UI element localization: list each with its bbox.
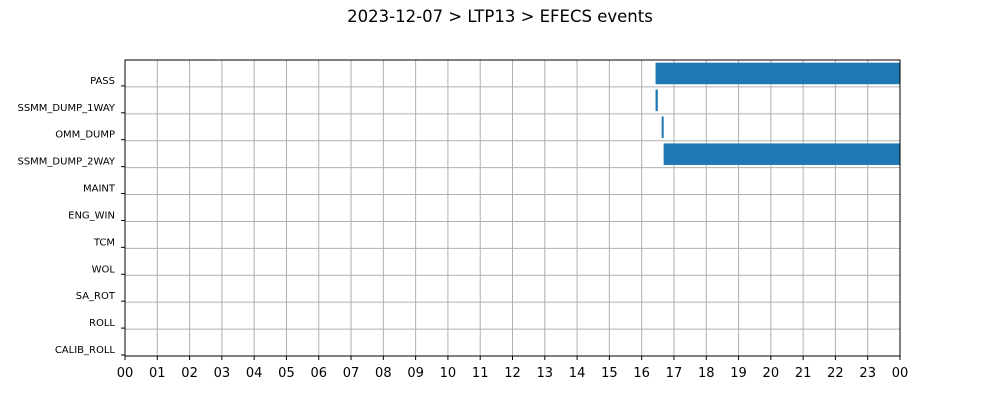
x-tick-label: 04 [246,366,263,381]
event-bar [661,116,664,139]
y-tick-label: SA_ROT [76,291,116,302]
x-tick-label: 13 [537,366,554,381]
x-tick-label: 12 [504,366,521,381]
x-tick-label: 09 [407,366,424,381]
x-tick-label: 05 [278,366,295,381]
y-tick-label: WOL [92,264,116,275]
y-tick-label: ROLL [89,318,115,329]
x-tick-label: 18 [698,366,715,381]
x-tick-label: 20 [763,366,780,381]
y-tick-label: CALIB_ROLL [55,345,116,356]
y-tick-label: MAINT [83,184,116,195]
y-tick-label: PASS [90,76,115,87]
x-tick-label: 02 [181,366,198,381]
x-tick-label: 00 [892,366,909,381]
x-axis-ticks: 00 01 02 03 04 05 06 07 08 09 10 11 12 13 14 15 16 17 18 19… [117,356,909,381]
x-tick-label: 22 [827,366,844,381]
event-bar [663,143,900,165]
x-tick-label: 01 [149,366,166,381]
x-tick-label: 17 [666,366,683,381]
y-tick-label: OMM_DUMP [55,130,115,141]
x-tick-label: 11 [472,366,489,381]
y-tick-label: SSMM_DUMP_2WAY [17,157,115,168]
y-tick-label: SSMM_DUMP_1WAY [17,103,115,114]
x-tick-label: 08 [375,366,392,381]
x-tick-label: 16 [633,366,650,381]
x-tick-label: 00 [117,366,134,381]
x-tick-label: 14 [569,366,586,381]
event-bar [655,62,900,85]
x-tick-label: 23 [859,366,876,381]
x-tick-label: 15 [601,366,618,381]
x-tick-label: 03 [214,366,231,381]
y-axis-ticks: PASS SSMM_DUMP_1WAY OMM_DUMP SSMM_DUMP_2WAY… [17,76,125,356]
chart-title: 2023-12-07 > LTP13 > EFECS events [347,7,653,26]
x-tick-label: 10 [440,366,457,381]
grid-lines [124,60,901,356]
x-tick-label: 19 [730,366,747,381]
x-tick-label: 21 [795,366,812,381]
y-tick-label: ENG_WIN [68,210,115,221]
event-bars [655,62,900,165]
x-tick-label: 06 [310,366,327,381]
event-bar [655,89,658,112]
x-tick-label: 07 [343,366,360,381]
y-tick-label: TCM [93,237,115,248]
